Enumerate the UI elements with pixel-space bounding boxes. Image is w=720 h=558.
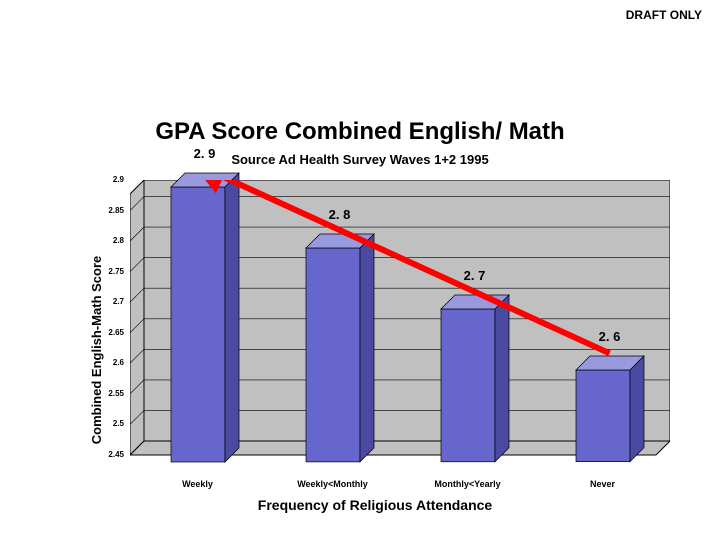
bar [441,295,495,462]
chart-subtitle: Source Ad Health Survey Waves 1+2 1995 [0,152,720,167]
chart-container: Combined English-Math Score 2.92.852.82.… [80,180,670,520]
plot-area: 2. 92. 82. 72. 6 [130,180,670,475]
watermark: DRAFT ONLY [626,8,702,22]
bar-value-label: 2. 7 [464,268,486,283]
y-tick-label: 2.5 [84,419,124,428]
y-tick-label: 2.55 [84,389,124,398]
y-tick-label: 2.9 [84,175,124,184]
y-tick-label: 2.75 [84,267,124,276]
chart-title: GPA Score Combined English/ Math [0,118,720,146]
x-tick-label: Never [590,479,615,489]
bar [306,234,360,462]
y-tick-label: 2.7 [84,297,124,306]
bar [576,356,630,462]
bar-value-label: 2. 6 [599,329,621,344]
x-tick-label: Weekly<Monthly [297,479,368,489]
bar [171,173,225,462]
bar-value-label: 2. 9 [194,146,216,161]
x-axis-label: Frequency of Religious Attendance [80,497,670,558]
bar-value-label: 2. 8 [329,207,351,222]
y-tick-label: 2.65 [84,328,124,337]
y-tick-label: 2.8 [84,236,124,245]
x-tick-label: Weekly [182,479,213,489]
y-tick-label: 2.6 [84,358,124,367]
y-axis-label: Combined English-Math Score [89,256,104,445]
y-tick-label: 2.45 [84,450,124,459]
y-tick-label: 2.85 [84,206,124,215]
x-tick-label: Monthly<Yearly [434,479,500,489]
